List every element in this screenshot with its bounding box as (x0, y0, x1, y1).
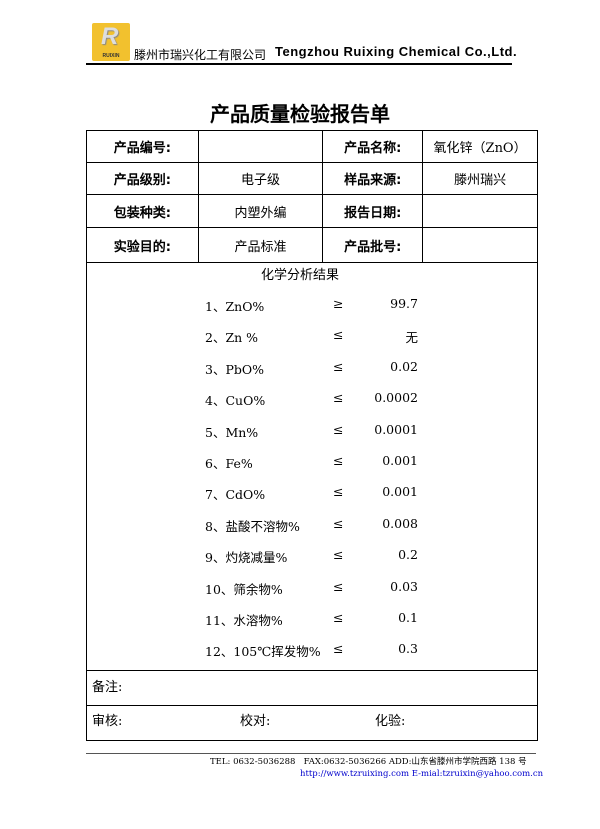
result-name: 5、Mn% (205, 424, 259, 440)
result-value: 99.7 (390, 296, 418, 311)
result-name: 9、灼烧减量% (205, 550, 288, 566)
fax: FAX:0632-5036266 (303, 757, 387, 767)
result-operator: ≤ (333, 327, 344, 343)
field-label: 产品批号: (322, 227, 424, 263)
logo-text: RUIXIN (102, 53, 120, 59)
results-title: 化学分析结果 (260, 268, 339, 283)
tel: TEL: 0632-5036288 (210, 757, 296, 767)
field-label: 产品级别: (86, 162, 199, 195)
field-label: 实验目的: (86, 227, 199, 263)
footer-contact: TEL: 0632-5036288 FAX:0632-5036266 ADD:山… (210, 757, 527, 768)
info-row: 实验目的: 产品标准 产品批号: (86, 227, 538, 263)
result-value: 0.008 (382, 515, 418, 531)
result-value: 0.3 (398, 641, 418, 657)
result-value: 0.0001 (374, 421, 418, 437)
result-value: 0.001 (382, 453, 418, 468)
result-name: 7、CdO% (205, 487, 266, 503)
report-table: 产品编号: 产品名称: 氧化锌（ZnO） 产品级别: 电子级 样品来源: 滕州瑞兴 包装种类:… (86, 130, 538, 741)
result-operator: ≤ (333, 390, 344, 406)
result-name: 4、CuO% (205, 393, 266, 409)
field-value: 滕州瑞兴 (422, 162, 538, 195)
email-link[interactable]: E-mial:tzruixin@yahoo.com.cn (411, 769, 544, 779)
result-operator: ≤ (333, 358, 344, 374)
website-link[interactable]: http://www.tzruixing.com (300, 769, 410, 779)
result-operator: ≤ (333, 484, 344, 500)
header-divider (86, 63, 512, 65)
result-value: 0.03 (390, 578, 418, 594)
address: ADD:山东省滕州市学院西路 138 号 (388, 757, 527, 767)
info-row: 包装种类: 内塑外编 报告日期: (86, 194, 538, 228)
field-value: 产品标准 (197, 227, 324, 263)
field-value (422, 227, 538, 263)
notes-cell (86, 670, 538, 706)
review-label: 审核: (92, 714, 123, 729)
result-name: 6、Fe% (205, 456, 253, 471)
result-operator: ≤ (333, 453, 344, 468)
result-name: 3、PbO% (205, 361, 264, 377)
field-value: 氧化锌（ZnO） (422, 130, 538, 163)
result-operator: ≤ (333, 610, 344, 625)
result-operator: ≤ (333, 547, 344, 563)
company-logo: R RUIXIN (92, 23, 130, 61)
proof-label: 校对: (240, 714, 271, 729)
field-label: 包装种类: (86, 194, 199, 228)
field-label: 产品编号: (86, 130, 199, 163)
result-name: 12、105℃挥发物% (205, 644, 321, 660)
field-label: 产品名称: (322, 130, 424, 163)
result-operator: ≤ (333, 578, 344, 594)
field-value: 电子级 (197, 162, 324, 195)
company-name-en: Tengzhou Ruixing Chemical Co.,Ltd. (275, 44, 518, 59)
info-row: 产品级别: 电子级 样品来源: 滕州瑞兴 (86, 162, 538, 195)
company-name-cn: 滕州市瑞兴化工有限公司 (134, 48, 267, 62)
field-label: 样品来源: (322, 162, 424, 195)
result-operator: ≤ (333, 421, 344, 437)
result-operator: ≥ (333, 296, 344, 311)
results-cell (86, 262, 538, 671)
result-name: 8、盐酸不溶物% (205, 518, 300, 534)
field-label: 报告日期: (322, 194, 424, 228)
result-name: 10、筛余物% (205, 581, 283, 597)
notes-label: 备注: (92, 680, 123, 695)
field-value: 内塑外编 (197, 194, 324, 228)
result-name: 2、Zn % (205, 330, 259, 346)
page-title: 产品质量检验报告单 (210, 102, 390, 126)
result-name: 11、水溶物% (205, 613, 283, 628)
result-value: 0.0002 (374, 390, 418, 406)
result-name: 1、ZnO% (205, 299, 265, 314)
result-value: 0.02 (390, 358, 418, 374)
result-value: 无 (405, 330, 418, 346)
audit-cell (86, 705, 538, 741)
result-operator: ≤ (333, 515, 344, 531)
footer-divider (86, 753, 536, 754)
field-value (197, 130, 324, 163)
result-value: 0.2 (398, 547, 418, 563)
result-value: 0.1 (398, 610, 418, 625)
footer-links: http://www.tzruixing.com E-mial:tzruixin… (300, 769, 543, 780)
info-row: 产品编号: 产品名称: 氧化锌（ZnO） (86, 130, 538, 163)
logo-r-glyph: R (101, 23, 119, 50)
field-value (422, 194, 538, 228)
result-operator: ≤ (333, 641, 344, 657)
test-label: 化验: (375, 714, 406, 729)
result-value: 0.001 (382, 484, 418, 500)
